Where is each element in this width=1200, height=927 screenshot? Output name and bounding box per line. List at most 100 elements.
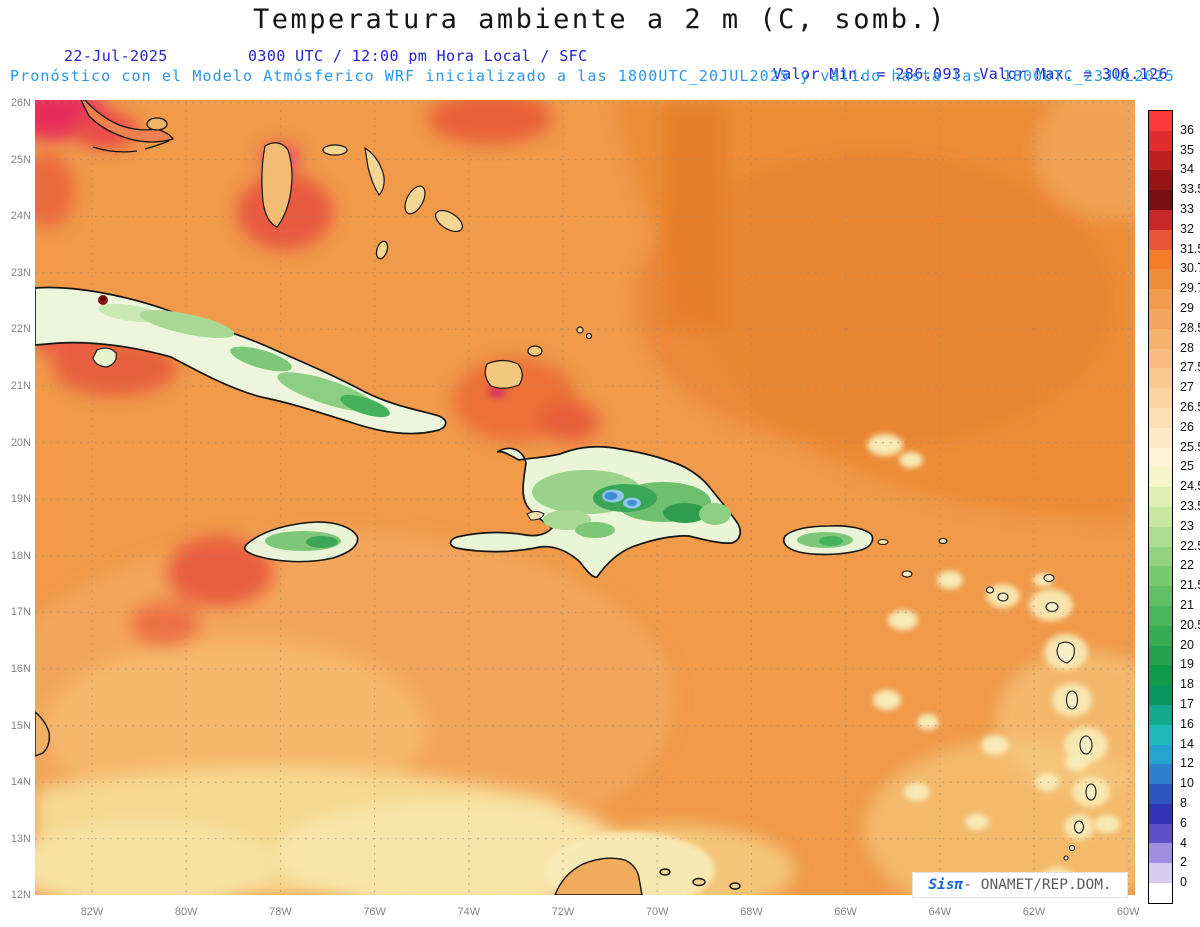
colorbar-cell	[1149, 724, 1172, 745]
colorbar-cell	[1149, 150, 1172, 171]
lat-tick-label: 16N	[10, 663, 31, 675]
colorbar-tick-label: 33	[1180, 202, 1194, 216]
lat-tick-label: 18N	[10, 549, 31, 562]
colorbar-tick-label: 21	[1180, 598, 1194, 612]
lon-tick-label: 74W	[457, 906, 481, 918]
grid-lines	[35, 102, 1135, 895]
lon-tick-label: 64W	[928, 906, 952, 918]
cuba	[35, 286, 447, 435]
watermark-brand: Sisπ	[928, 877, 964, 893]
colorbar-cell	[1149, 566, 1172, 587]
lon-tick-label: 66W	[834, 906, 857, 918]
sea-cool-cells	[867, 434, 1120, 833]
colorbar-tick-label: 16	[1180, 716, 1194, 731]
watermark-text: - ONAMET/REP.DOM.	[963, 877, 1112, 893]
lat-tick-label: 25N	[10, 153, 31, 166]
colorbar-tick-label: 22	[1180, 558, 1194, 573]
lat-tick-label: 22N	[10, 323, 31, 336]
colorbar-tick-label: 17	[1180, 697, 1194, 711]
colorbar-tick-label: 34	[1180, 162, 1194, 177]
lon-tick-label: 78W	[269, 906, 292, 918]
colorbar-tick-label: 2	[1180, 855, 1187, 870]
lon-tick-label: 60W	[1116, 906, 1140, 918]
colorbar-cell	[1149, 289, 1172, 309]
colorbar-tick-label: 30.7	[1180, 261, 1200, 276]
colorbar-cell	[1149, 368, 1172, 389]
colorbar-tick-label: 32	[1180, 221, 1194, 236]
colorbar-cell	[1149, 407, 1172, 428]
colorbar-cell	[1149, 249, 1172, 270]
colorbar-cell	[1149, 803, 1172, 824]
colorbar-tick-label: 35	[1180, 142, 1194, 157]
colorbar-cell	[1149, 625, 1172, 646]
colorbar-cell	[1149, 863, 1172, 884]
lat-tick-label: 15N	[10, 719, 31, 732]
colorbar-cell	[1149, 111, 1172, 131]
colorbar-tick-label: 0	[1180, 875, 1187, 890]
puerto-rico	[783, 525, 889, 556]
colorbar-tick-label: 10	[1180, 776, 1194, 791]
colorbar-tick-label: 27.5	[1180, 360, 1200, 375]
colorbar-cell	[1149, 883, 1172, 903]
colorbar-cell	[1149, 269, 1172, 290]
colorbar-tick-label: 27	[1180, 380, 1194, 395]
lon-tick-label: 76W	[363, 906, 386, 918]
colorbar-tick-label: 26	[1180, 419, 1194, 434]
colorbar-tick-label: 26.5	[1180, 400, 1200, 414]
colorbar-cell	[1149, 467, 1172, 488]
colorbar-cell	[1149, 328, 1172, 349]
hispaniola	[449, 445, 742, 578]
lat-tick-label: 23N	[10, 266, 31, 279]
colorbar-tick-label: 36	[1180, 122, 1194, 137]
colorbar-cell	[1149, 130, 1172, 151]
colorbar-tick-label: 28.5	[1180, 320, 1200, 335]
colorbar-tick-label: 31.5	[1180, 241, 1200, 256]
colorbar-cell	[1149, 704, 1172, 725]
sea-temperature-patches	[35, 100, 1135, 895]
colorbar-tick-label: 14	[1180, 736, 1194, 751]
colorbar-tick-label: 18	[1180, 677, 1194, 692]
colorbar-tick-label: 25	[1180, 459, 1194, 474]
colorbar-tick-label: 25.5	[1180, 439, 1200, 454]
colorbar-cell	[1149, 190, 1172, 210]
lat-tick-label: 13N	[10, 832, 31, 845]
forecast-description: Pronóstico con el Modelo Atmósferico WRF…	[9, 67, 1176, 85]
lon-tick-label: 68W	[740, 906, 763, 918]
colorbar-cell	[1149, 744, 1172, 765]
colorbar-cell	[1149, 348, 1172, 369]
colorbar-tick-label: 22.5	[1180, 538, 1200, 553]
colorbar-cell	[1149, 506, 1172, 527]
colorbar-cell	[1149, 170, 1172, 191]
watermark: Sisπ - ONAMET/REP.DOM.	[912, 872, 1128, 898]
colorbar-cell	[1149, 645, 1172, 666]
colorbar-cell	[1149, 605, 1172, 626]
colorbar-cell	[1149, 784, 1172, 804]
colorbar-cell	[1149, 308, 1172, 329]
colorbar-tick-label: 8	[1180, 796, 1187, 810]
bahamas	[261, 142, 464, 260]
lon-tick-label: 62W	[1022, 906, 1046, 918]
colorbar-tick-label: 23	[1180, 518, 1194, 533]
colorbar-tick-label: 6	[1180, 815, 1187, 830]
colorbar-tick-label: 20	[1180, 637, 1194, 652]
colorbar-tick-label: 29	[1180, 301, 1194, 315]
colorbar-cell	[1149, 229, 1172, 250]
minmax-values: Valor Min. = 286.093 Valor Max. = 306.126	[735, 47, 1168, 101]
lesser-antilles	[901, 537, 1097, 888]
valor-max: Valor Max. = 306.126	[979, 65, 1168, 83]
colorbar-cell	[1149, 427, 1172, 448]
lat-tick-label: 17N	[10, 606, 31, 619]
colorbar-cell	[1149, 685, 1172, 705]
colorbar-tick-label: 23.5	[1180, 499, 1200, 513]
lat-tick-label: 24N	[10, 210, 31, 223]
run-date: 22-Jul-2025	[64, 47, 168, 65]
colorbar-cell	[1149, 487, 1172, 507]
colorbar-cell	[1149, 447, 1172, 468]
colorbar-tick-label: 33.5	[1180, 182, 1200, 197]
jamaica	[243, 521, 359, 563]
colorbar-tick-label: 12	[1180, 756, 1194, 771]
lat-tick-label: 14N	[10, 776, 31, 789]
colorbar-cell	[1149, 209, 1172, 230]
warm-spot	[488, 386, 506, 398]
